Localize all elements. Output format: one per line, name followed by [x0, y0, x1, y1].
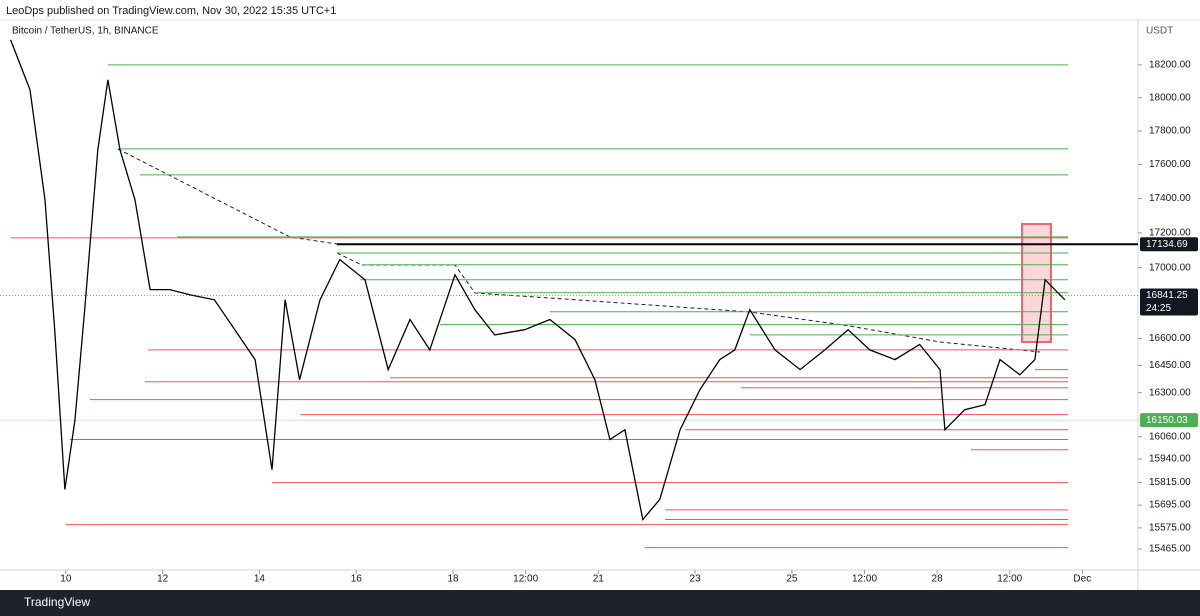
y-tick-label: 15940.00: [1149, 454, 1191, 465]
y-tick-label: 15575.00: [1149, 523, 1191, 534]
y-tick-label: 17000.00: [1149, 262, 1191, 273]
x-tick-label: 10: [60, 574, 72, 585]
x-tick-label: 12:00: [852, 574, 877, 585]
key-level-label-box: [1140, 237, 1198, 252]
footer-bar: [0, 590, 1200, 616]
footer-brand: TradingView: [24, 595, 90, 609]
x-tick-label: 14: [254, 574, 266, 585]
marker-price-label: 16150.03: [1146, 415, 1188, 426]
y-tick-label: 15815.00: [1149, 477, 1191, 488]
last-price-label: 16841.25: [1146, 290, 1188, 301]
y-tick-label: 18000.00: [1149, 92, 1191, 103]
x-tick-label: 25: [786, 574, 798, 585]
symbol-title: Bitcoin / TetherUS, 1h, BINANCE: [12, 26, 159, 37]
x-tick-label: 12: [157, 574, 169, 585]
y-unit-label: USDT: [1146, 26, 1173, 37]
x-tick-label: 18: [448, 574, 460, 585]
x-tick-label: 23: [690, 574, 702, 585]
key-level-label: 17134.69: [1146, 239, 1188, 250]
y-tick-label: 17800.00: [1149, 126, 1191, 137]
y-tick-label: 16600.00: [1149, 333, 1191, 344]
y-tick-label: 15465.00: [1149, 544, 1191, 555]
x-tick-label: 21: [593, 574, 605, 585]
x-tick-label: 28: [932, 574, 944, 585]
x-tick-label: Dec: [1073, 574, 1091, 585]
y-tick-label: 17200.00: [1149, 228, 1191, 239]
x-tick-label: 16: [351, 574, 363, 585]
y-tick-label: 16060.00: [1149, 431, 1191, 442]
y-tick-label: 15695.00: [1149, 500, 1191, 511]
x-tick-label: 12:00: [513, 574, 538, 585]
plot-area: [0, 39, 1138, 549]
price-line: [9, 39, 1066, 521]
countdown-label: 24:25: [1146, 303, 1171, 314]
dashed-trend: [336, 252, 1041, 353]
publisher-line: LeoDps published on TradingView.com, Nov…: [6, 5, 336, 17]
y-tick-label: 16450.00: [1149, 360, 1191, 371]
y-tick-label: 18200.00: [1149, 60, 1191, 71]
y-tick-label: 17600.00: [1149, 159, 1191, 170]
last-price-label-box: [1140, 288, 1198, 316]
marker-price-label-box: [1140, 413, 1198, 428]
x-tick-label: 12:00: [997, 574, 1022, 585]
y-tick-label: 16300.00: [1149, 387, 1191, 398]
dashed-trend: [117, 148, 338, 245]
y-tick-label: 17400.00: [1149, 193, 1191, 204]
trend-lines: [117, 148, 1041, 353]
